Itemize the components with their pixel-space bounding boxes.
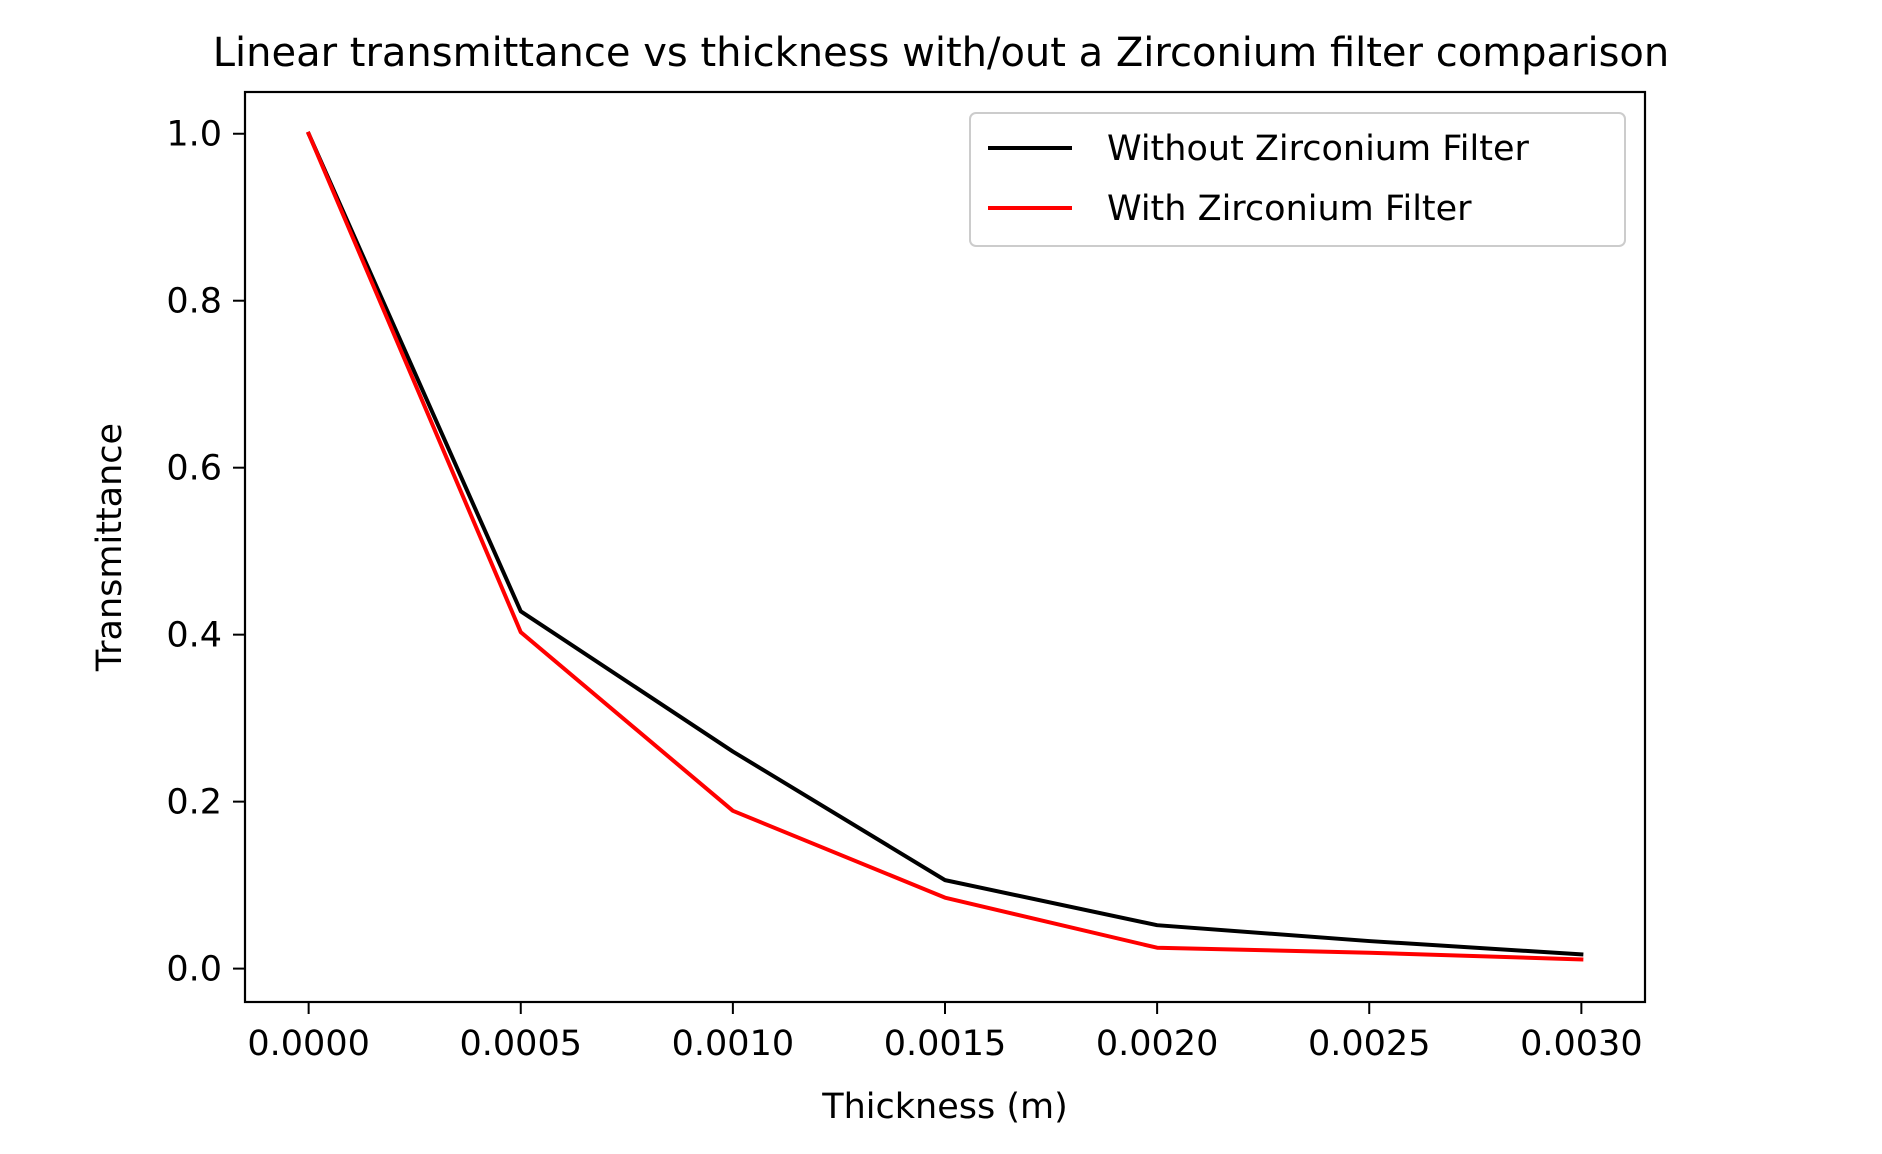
- series-line-with-zirconium-filter: [306, 131, 1584, 962]
- legend: Without Zirconium Filter With Zirconium F…: [969, 112, 1626, 247]
- y-axis-ticks: 0.0 0.2 0.4 0.6 0.8 1.0: [166, 115, 245, 990]
- legend-box: [969, 112, 1626, 247]
- x-tick-label: 0.0030: [1520, 1024, 1642, 1064]
- x-axis-label: Thickness (m): [821, 1087, 1068, 1127]
- y-tick-label: 0.6: [166, 449, 222, 489]
- plot-area: [306, 131, 1584, 962]
- x-tick-label: 0.0020: [1096, 1024, 1218, 1064]
- legend-entries: Without Zirconium Filter With Zirconium F…: [988, 129, 1529, 229]
- y-tick-label: 0.0: [166, 950, 222, 990]
- legend-label-with-zirconium-filter: With Zirconium Filter: [1107, 189, 1472, 229]
- y-axis-label: Transmittance: [90, 423, 130, 672]
- x-axis-ticks: 0.0000 0.0005 0.0010 0.0015 0.0020 0.0025 0.00…: [247, 1002, 1643, 1064]
- x-tick-label: 0.0005: [460, 1024, 582, 1064]
- y-tick-label: 1.0: [166, 115, 222, 155]
- x-tick-label: 0.0025: [1308, 1024, 1430, 1064]
- series-line-without-zirconium-filter: [306, 131, 1584, 957]
- x-tick-label: 0.0010: [672, 1024, 794, 1064]
- y-tick-label: 0.2: [166, 783, 222, 823]
- legend-label-without-zirconium-filter: Without Zirconium Filter: [1107, 129, 1529, 169]
- y-tick-label: 0.4: [166, 616, 222, 656]
- x-tick-label: 0.0015: [884, 1024, 1006, 1064]
- y-tick-label: 0.8: [166, 282, 222, 322]
- chart-title: Linear transmittance vs thickness with/o…: [213, 30, 1670, 76]
- x-tick-label: 0.0000: [247, 1024, 369, 1064]
